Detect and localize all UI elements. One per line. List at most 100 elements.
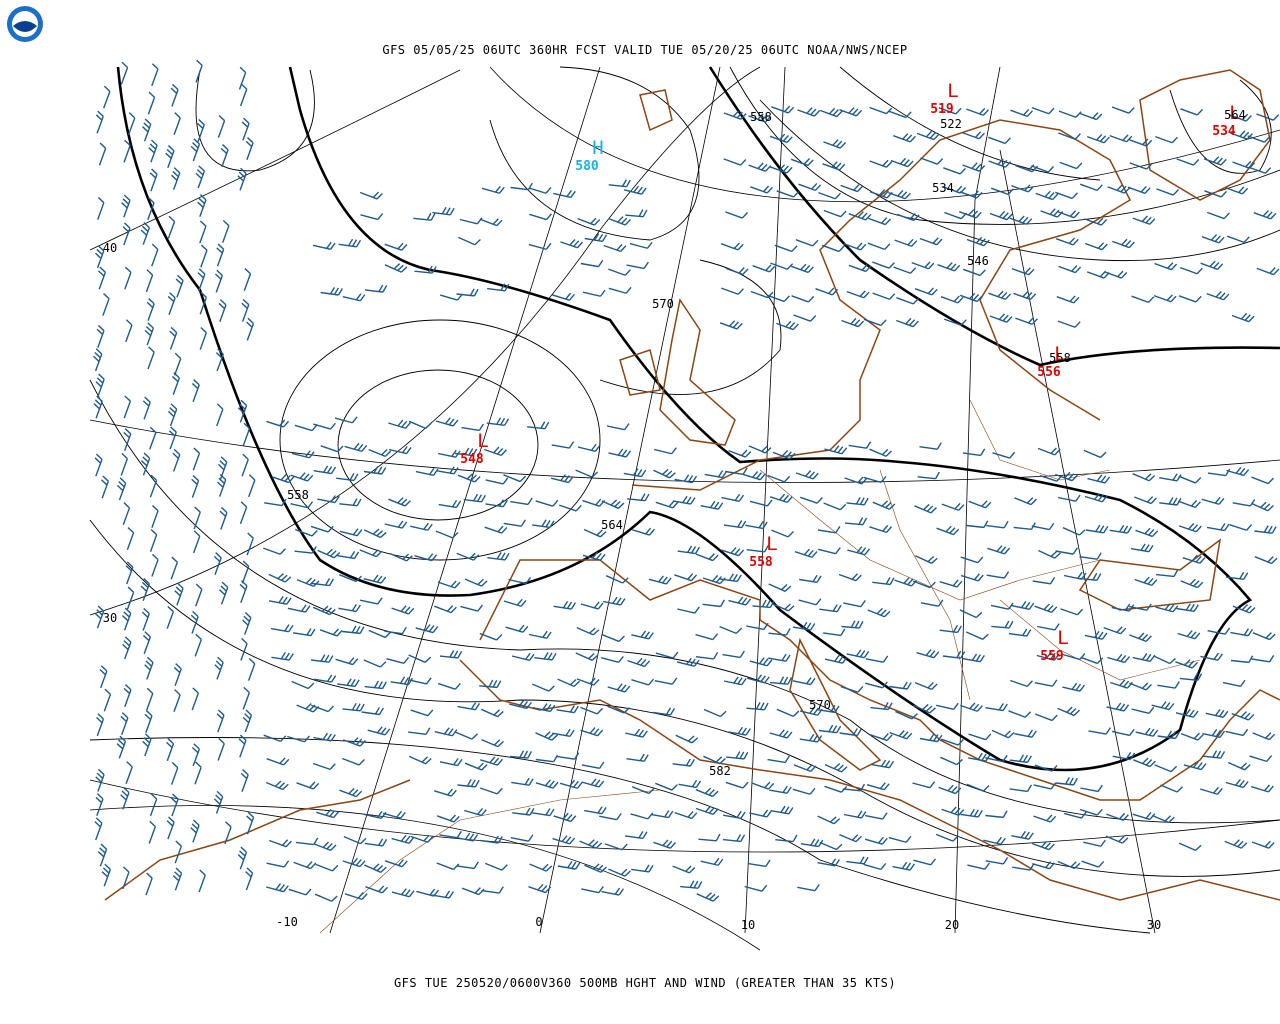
barb-shaft — [170, 83, 179, 107]
barb-shaft — [583, 528, 607, 538]
wind-barb — [869, 448, 893, 457]
wind-barb — [1087, 474, 1111, 484]
barb-shaft — [487, 551, 510, 561]
barb-shaft — [799, 574, 822, 584]
barb-shaft — [749, 809, 773, 818]
barb-shaft — [434, 605, 457, 614]
wind-barb — [408, 727, 431, 735]
barb-shaft — [1229, 524, 1253, 531]
barb-shaft — [1232, 499, 1256, 507]
barb-shaft — [772, 450, 796, 460]
wind-barb — [170, 167, 181, 191]
barb-shaft — [94, 245, 105, 269]
wind-barb — [1011, 267, 1035, 276]
barb-shaft — [1084, 630, 1108, 640]
contour-label: 570 — [809, 698, 831, 712]
wind-barb — [968, 500, 992, 509]
barb-shaft — [584, 806, 607, 815]
barb-shaft — [1250, 784, 1274, 793]
wind-barb — [581, 761, 605, 770]
barb-shaft — [408, 755, 432, 765]
barb-shaft — [141, 607, 150, 631]
barb-shaft — [1129, 138, 1153, 147]
barb-shaft — [217, 114, 226, 138]
barb-shaft — [1079, 183, 1103, 192]
wind-barb — [1256, 267, 1280, 276]
barb-shaft — [173, 663, 182, 687]
barb-shaft — [1079, 572, 1102, 581]
barb-shaft — [895, 710, 918, 720]
barb-shaft — [165, 145, 175, 168]
barb-shaft — [894, 577, 918, 587]
barb-shaft — [1083, 449, 1107, 459]
wind-barb — [174, 582, 184, 606]
barb-shaft — [914, 681, 938, 690]
wind-barb — [511, 777, 534, 786]
barb-shaft — [384, 242, 408, 251]
wind-barb — [193, 506, 201, 530]
barb-shaft — [1160, 784, 1184, 793]
wind-barb — [1036, 651, 1060, 661]
barb-shaft — [768, 628, 791, 636]
barb-shaft — [241, 453, 249, 477]
barb-shaft — [290, 501, 314, 509]
barb-shaft — [626, 261, 649, 270]
barb-shaft — [623, 468, 647, 478]
barb-shaft — [316, 808, 340, 819]
wind-barb — [799, 706, 823, 716]
barb-shaft — [959, 609, 983, 619]
wind-barb — [144, 656, 154, 680]
wind-barb — [479, 679, 502, 689]
wind-barb — [869, 733, 893, 742]
barb-shaft — [601, 655, 624, 664]
barb-shaft — [170, 793, 179, 817]
contour-label: 534 — [932, 181, 954, 195]
barb-shaft — [147, 91, 156, 115]
wind-barb — [1034, 679, 1058, 687]
map-frame — [89, 59, 1280, 951]
barb-shaft — [151, 63, 159, 87]
barb-shaft — [847, 546, 871, 556]
wind-barb — [434, 727, 458, 737]
barb-shaft — [125, 561, 134, 585]
barb-shaft — [1106, 812, 1129, 821]
wind-barb — [917, 471, 940, 480]
wind-barb — [195, 583, 203, 607]
longitude-label: 0 — [535, 915, 542, 929]
wind-barb — [794, 548, 818, 558]
barb-shaft — [435, 530, 459, 539]
barb-shaft — [1014, 497, 1037, 506]
barb-shaft — [790, 158, 814, 167]
wind-barb — [165, 145, 175, 168]
barb-shaft — [942, 650, 966, 659]
wind-barb — [149, 474, 158, 498]
barb-shaft — [1153, 655, 1176, 665]
wind-barb — [771, 529, 794, 538]
wind-barb — [1035, 190, 1059, 201]
wind-barb — [1129, 138, 1153, 147]
wind-barb — [695, 553, 719, 562]
barb-shaft — [532, 519, 555, 529]
barb-shaft — [1254, 525, 1277, 534]
wind-barb — [435, 530, 459, 539]
wind-barb — [556, 752, 580, 760]
wind-barb — [1135, 527, 1159, 538]
wind-barb — [892, 861, 916, 871]
wind-barb — [1033, 782, 1057, 790]
wind-barb — [823, 139, 847, 149]
barb-shaft — [94, 817, 103, 841]
barb-shaft — [1127, 185, 1151, 195]
wind-barb — [1157, 681, 1180, 689]
barb-shaft — [126, 586, 135, 610]
barb-shaft — [1085, 524, 1109, 534]
barb-shaft — [1032, 861, 1055, 870]
wind-barb — [170, 761, 179, 785]
wind-barb — [939, 624, 963, 634]
barb-shaft — [631, 786, 655, 795]
wind-barb — [339, 528, 363, 537]
wind-barb — [503, 598, 527, 607]
wind-barb — [145, 269, 154, 293]
wind-barb — [1250, 784, 1274, 793]
wind-barb — [819, 107, 843, 118]
barb-shaft — [938, 107, 962, 115]
